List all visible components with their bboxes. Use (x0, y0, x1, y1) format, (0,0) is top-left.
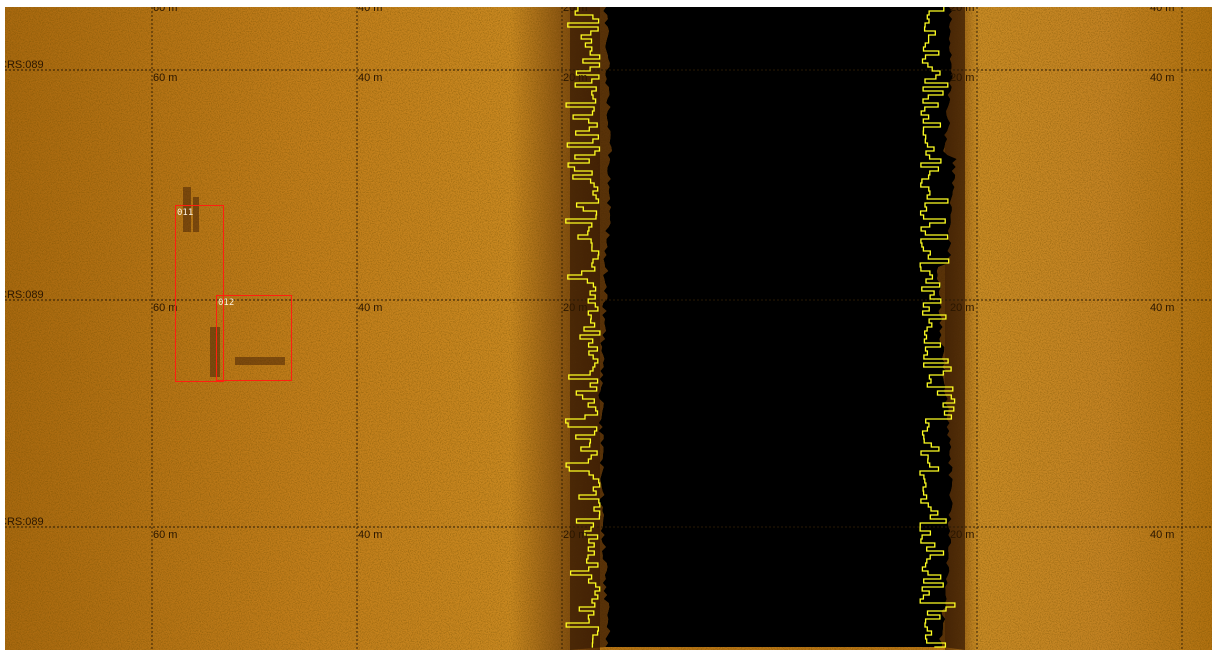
range-label: 60 m (153, 529, 178, 541)
range-label: 20 m (563, 302, 588, 314)
range-label: 20 m (950, 529, 975, 541)
target-box-012[interactable]: 012 (216, 295, 292, 381)
range-label: 40 m (1150, 7, 1175, 14)
course-label: CRS:089 (5, 59, 44, 71)
range-label: 40 m (358, 72, 383, 84)
range-label: 40 m (1150, 72, 1175, 84)
range-label: 40 m (1150, 529, 1175, 541)
sonar-waterfall-view[interactable]: 60 m 40 m 20 m 20 m 40 m CRS:089 60 m 40… (5, 7, 1212, 650)
target-id-label: 012 (218, 298, 235, 308)
range-label: 20 m (950, 72, 975, 84)
range-label: 20 m (950, 7, 975, 14)
water-column (598, 7, 957, 647)
sonar-image (5, 7, 1212, 650)
port-nadir-fringe (570, 7, 612, 650)
range-label: 40 m (358, 529, 383, 541)
range-label: 20 m (563, 72, 588, 84)
target-box-011[interactable]: 011 (175, 205, 224, 382)
target-id-label: 011 (177, 208, 194, 218)
port-altitude-trace (565, 7, 601, 648)
range-grid (5, 7, 1212, 650)
range-label: 40 m (358, 7, 383, 14)
range-label: 60 m (153, 302, 178, 314)
starboard-nadir-fringe (936, 7, 965, 650)
range-label: 20 m (563, 529, 588, 541)
target-shadows (183, 187, 285, 377)
range-label: 40 m (1150, 302, 1175, 314)
range-label: 60 m (153, 72, 178, 84)
range-label: 60 m (153, 7, 178, 14)
course-label: CRS:089 (5, 516, 44, 528)
range-label: 20 m (950, 302, 975, 314)
course-label: CRS:089 (5, 289, 44, 301)
starboard-altitude-trace (919, 7, 956, 648)
range-label: 40 m (358, 302, 383, 314)
range-label: 20 m (563, 7, 588, 14)
